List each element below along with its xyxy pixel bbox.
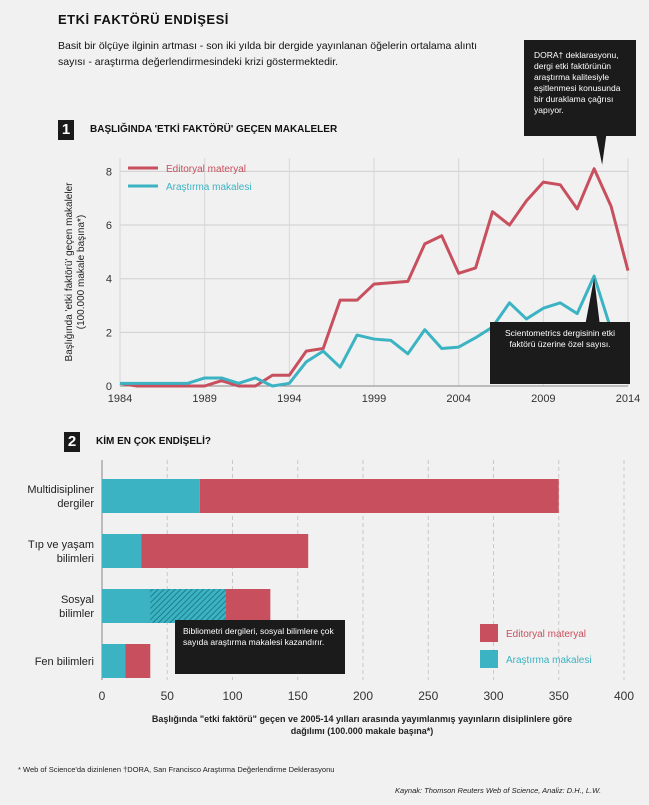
- bar-research: [102, 644, 126, 678]
- x-tick-label: 1999: [362, 393, 386, 405]
- section-2-badge: 2: [64, 432, 80, 452]
- page-title: ETKİ FAKTÖRÜ ENDİŞESİ: [58, 12, 229, 27]
- bar-chart: 0 50 100 150 200 250 300 350 400 Multidisipliner d…: [27, 460, 634, 736]
- legend-label: Araştırma makalesi: [166, 182, 252, 193]
- x-tick-label: 250: [418, 689, 438, 703]
- y-axis-label: Başlığında 'etki faktörü' geçen makalele…: [64, 182, 75, 362]
- x-tick-label: 150: [288, 689, 308, 703]
- y-axis-label-units: (100.000 makale başına*): [76, 215, 87, 330]
- y-tick-label: 6: [106, 220, 112, 232]
- bar-editorial: [141, 534, 309, 568]
- x-tick-label: 200: [353, 689, 373, 703]
- x-tick-label: 400: [614, 689, 634, 703]
- series-line-editorial: [119, 167, 630, 388]
- footnote: * Web of Science'da dizinlenen †DORA, Sa…: [18, 765, 335, 774]
- category-label: Fen bilimleri: [35, 656, 94, 668]
- x-tick-label: 0: [99, 689, 106, 703]
- legend-label: Editoryal materyal: [506, 629, 586, 640]
- category-label: dergiler: [57, 498, 94, 510]
- x-axis-label-units: dağılımı (100.000 makale başına*): [291, 726, 434, 736]
- category-label: bilimleri: [57, 553, 94, 565]
- y-tick-label: 4: [106, 274, 112, 286]
- scientometrics-pointer: [585, 278, 600, 326]
- scientometrics-annotation: Scientometrics dergisinin etki faktörü ü…: [490, 322, 630, 384]
- x-tick-label: 2009: [531, 393, 555, 405]
- category-label: bilimler: [59, 608, 94, 620]
- line-chart: 0 2 4 6 8 1984 1989 1994 1999 2004 2009 2014 Başlığı…: [64, 130, 640, 405]
- y-tick-label: 0: [106, 381, 112, 393]
- source-credit: Kaynak: Thomson Reuters Web of Science, …: [395, 786, 602, 795]
- chart-2-title: KİM EN ÇOK ENDİŞELİ?: [96, 436, 212, 447]
- chart-1-title: BAŞLIĞINDA 'ETKİ FAKTÖRÜ' GEÇEN MAKALELE…: [90, 124, 338, 135]
- bar-editorial: [199, 479, 559, 513]
- y-tick-label: 8: [106, 166, 112, 178]
- x-tick-label: 50: [161, 689, 175, 703]
- x-tick-label: 2004: [446, 393, 470, 405]
- x-tick-label: 1989: [192, 393, 216, 405]
- intro-text: Basit bir ölçüye ilginin artması - son i…: [58, 40, 478, 68]
- x-tick-label: 1994: [277, 393, 301, 405]
- x-axis-label: Başlığında "etki faktörü" geçen ve 2005-…: [152, 714, 572, 724]
- y-tick-label: 2: [106, 327, 112, 339]
- category-label: Multidisipliner: [27, 484, 94, 496]
- bar-editorial: [125, 644, 151, 678]
- dora-pointer: [595, 130, 607, 165]
- x-tick-label: 300: [483, 689, 503, 703]
- x-tick-label: 2014: [616, 393, 640, 405]
- hatched-bar-segment: [150, 589, 226, 623]
- bar-research: [102, 479, 200, 513]
- legend-swatch: [480, 650, 498, 668]
- series-line-research: [120, 274, 629, 388]
- category-label: Sosyal: [61, 594, 94, 606]
- section-1-badge: 1: [58, 120, 74, 140]
- x-tick-label: 1984: [108, 393, 132, 405]
- x-tick-label: 100: [222, 689, 242, 703]
- dora-annotation: DORA† deklarasyonu, dergi etki faktörünü…: [524, 40, 636, 136]
- legend-label: Editoryal materyal: [166, 164, 246, 175]
- bar-research: [102, 534, 142, 568]
- bar-editorial: [225, 589, 271, 623]
- bibliometrics-annotation: Bibliometri dergileri, sosyal bilimlere …: [175, 620, 345, 674]
- legend-swatch: [480, 624, 498, 642]
- category-label: Tıp ve yaşam: [28, 539, 94, 551]
- x-tick-label: 350: [549, 689, 569, 703]
- legend-label: Araştırma makalesi: [506, 655, 592, 666]
